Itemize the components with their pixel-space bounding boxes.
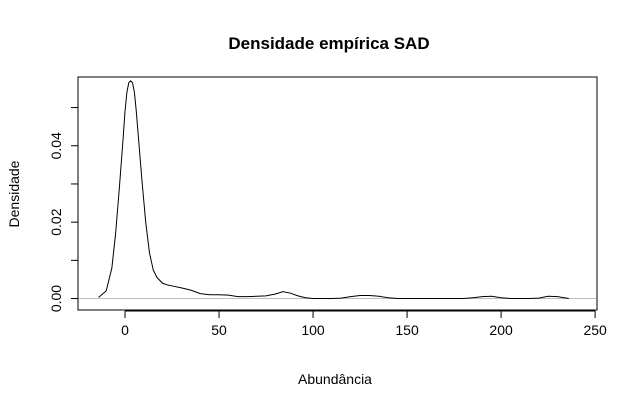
y-axis-label: Densidade bbox=[6, 160, 22, 227]
x-tick-label: 0 bbox=[121, 322, 129, 338]
x-axis-label: Abundância bbox=[298, 371, 372, 387]
x-tick-label: 150 bbox=[395, 322, 419, 338]
y-tick-label: 0.02 bbox=[48, 208, 64, 235]
x-axis: 0 50 100 150 200 250 bbox=[121, 310, 607, 338]
density-curve bbox=[98, 80, 569, 300]
x-tick-label: 100 bbox=[301, 322, 325, 338]
x-tick-label: 250 bbox=[583, 322, 607, 338]
y-tick-label: 0.00 bbox=[48, 285, 64, 312]
y-axis: 0.00 0.02 0.04 bbox=[48, 107, 79, 312]
x-tick-label: 200 bbox=[489, 322, 513, 338]
chart-title: Densidade empírica SAD bbox=[228, 34, 429, 53]
x-tick-label: 50 bbox=[211, 322, 227, 338]
y-tick-label: 0.04 bbox=[48, 132, 64, 159]
